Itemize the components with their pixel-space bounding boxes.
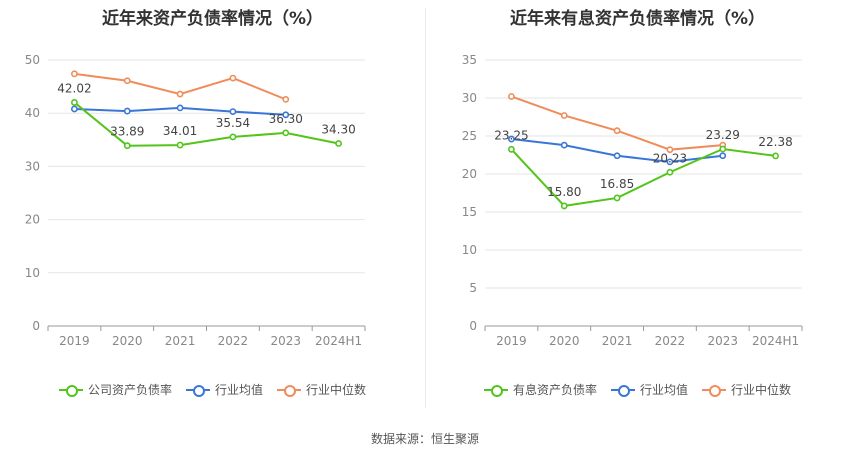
data-point	[613, 194, 621, 202]
data-point	[508, 145, 515, 153]
data-point	[282, 111, 290, 119]
data-point	[229, 74, 237, 82]
legend-item[interactable]: 行业均值	[185, 381, 263, 398]
data-label: 23.25	[494, 128, 528, 142]
legend-item[interactable]: 行业均值	[610, 381, 688, 398]
x-tick-label: 2023	[707, 334, 738, 348]
series-line	[510, 147, 776, 207]
y-tick-label: 20	[25, 213, 40, 227]
y-tick-label: 35	[462, 53, 477, 67]
data-label: 16.85	[600, 177, 634, 191]
data-label: 23.29	[706, 128, 740, 142]
data-point	[176, 141, 184, 149]
chart-panel-right: 近年来有息资产负债率情况（%） 0 5 10 15 20 25 30 35 2019 2020 20…	[425, 0, 850, 410]
data-point	[772, 152, 779, 160]
data-point	[71, 99, 78, 106]
x-tick-label: 2020	[112, 334, 143, 348]
data-point	[719, 145, 727, 153]
y-tick-label: 30	[25, 159, 40, 173]
chart-panel-left: 近年来资产负债率情况（%） 0 10 20 30 40 50 2019 2020 2021 202…	[0, 0, 425, 410]
data-label: 22.38	[758, 135, 792, 149]
y-tick-label: 30	[462, 91, 477, 105]
data-point	[613, 152, 621, 160]
series-line	[73, 101, 339, 147]
x-tick-label: 2021	[165, 334, 196, 348]
line-chart-right: 0 5 10 15 20 25 30 35 2019 2020 2021 2022 2023 2024H1…	[462, 53, 803, 348]
data-source-footer: 数据来源：恒生聚源	[370, 432, 479, 446]
legend-item[interactable]: 公司资产负债率	[58, 381, 172, 398]
data-label: 34.01	[163, 124, 197, 138]
y-tick-label: 10	[25, 266, 40, 280]
y-tick-label: 0	[32, 319, 40, 333]
data-label: 15.80	[547, 185, 581, 199]
data-point	[666, 158, 674, 166]
legend-label: 行业均值	[639, 383, 688, 397]
data-point	[335, 140, 342, 147]
y-tick-label: 0	[469, 319, 477, 333]
legend-right: 有息资产负债率 行业均值 行业中位数	[425, 381, 850, 398]
chart-title-right: 近年来有息资产负债率情况（%）	[509, 9, 766, 29]
data-point	[282, 95, 290, 103]
data-point	[229, 108, 237, 116]
data-label: 33.89	[110, 125, 144, 139]
data-point	[560, 112, 568, 119]
legend-left: 公司资产负债率 行业均值 行业中位数	[0, 381, 425, 398]
y-tick-label: 20	[462, 167, 477, 181]
legend-swatch-icon	[277, 384, 301, 397]
data-point	[123, 77, 131, 85]
data-point	[123, 142, 131, 150]
data-label: 34.30	[321, 123, 355, 137]
legend-swatch-icon	[58, 384, 83, 397]
legend-item[interactable]: 行业中位数	[277, 381, 366, 398]
data-point	[508, 93, 515, 100]
y-tick-label: 5	[469, 281, 477, 295]
data-point	[123, 107, 131, 115]
x-tick-label: 2021	[602, 334, 633, 348]
x-tick-label: 2024H1	[315, 334, 362, 348]
data-label: 35.54	[216, 116, 250, 130]
x-tick-label: 2022	[218, 334, 249, 348]
x-tick-label: 2022	[655, 334, 686, 348]
data-point	[666, 146, 674, 154]
legend-swatch-icon	[185, 384, 210, 397]
data-point	[560, 202, 568, 210]
data-point	[666, 168, 674, 176]
legend-swatch-icon	[610, 384, 635, 397]
legend-swatch-icon	[702, 384, 726, 397]
legend-item[interactable]: 有息资产负债率	[483, 381, 597, 398]
line-chart-left: 0 10 20 30 40 50 2019 2020 2021 2022 2023 2024H1 42.…	[25, 53, 366, 348]
legend-swatch-icon	[483, 384, 508, 397]
data-point	[176, 104, 184, 112]
y-tick-label: 15	[462, 205, 477, 219]
legend-label: 行业均值	[214, 383, 263, 397]
legend-label: 公司资产负债率	[87, 383, 172, 397]
data-label: 42.02	[57, 81, 91, 95]
data-point	[613, 127, 621, 135]
legend-label: 有息资产负债率	[512, 383, 597, 397]
data-point	[71, 105, 78, 113]
data-point	[176, 90, 184, 98]
panel-divider	[425, 8, 426, 408]
x-tick-label: 2023	[270, 334, 301, 348]
x-tick-label: 2019	[59, 334, 90, 348]
data-point	[719, 152, 727, 160]
data-point	[560, 141, 568, 149]
x-tick-label: 2020	[549, 334, 580, 348]
data-point	[71, 70, 78, 78]
x-tick-label: 2024H1	[752, 334, 799, 348]
y-tick-label: 10	[462, 243, 477, 257]
x-tick-label: 2019	[496, 334, 527, 348]
y-tick-label: 50	[25, 53, 40, 67]
y-tick-label: 25	[462, 129, 477, 143]
legend-label: 行业中位数	[731, 383, 792, 397]
chart-title-left: 近年来资产负债率情况（%）	[101, 9, 324, 29]
data-label: 20.23	[653, 151, 687, 165]
data-point	[282, 129, 290, 137]
legend-item[interactable]: 行业中位数	[702, 381, 791, 398]
data-point	[229, 133, 237, 141]
data-point	[508, 135, 515, 143]
legend-label: 行业中位数	[306, 383, 367, 397]
data-label: 36.30	[269, 112, 303, 126]
y-tick-label: 40	[25, 106, 40, 120]
